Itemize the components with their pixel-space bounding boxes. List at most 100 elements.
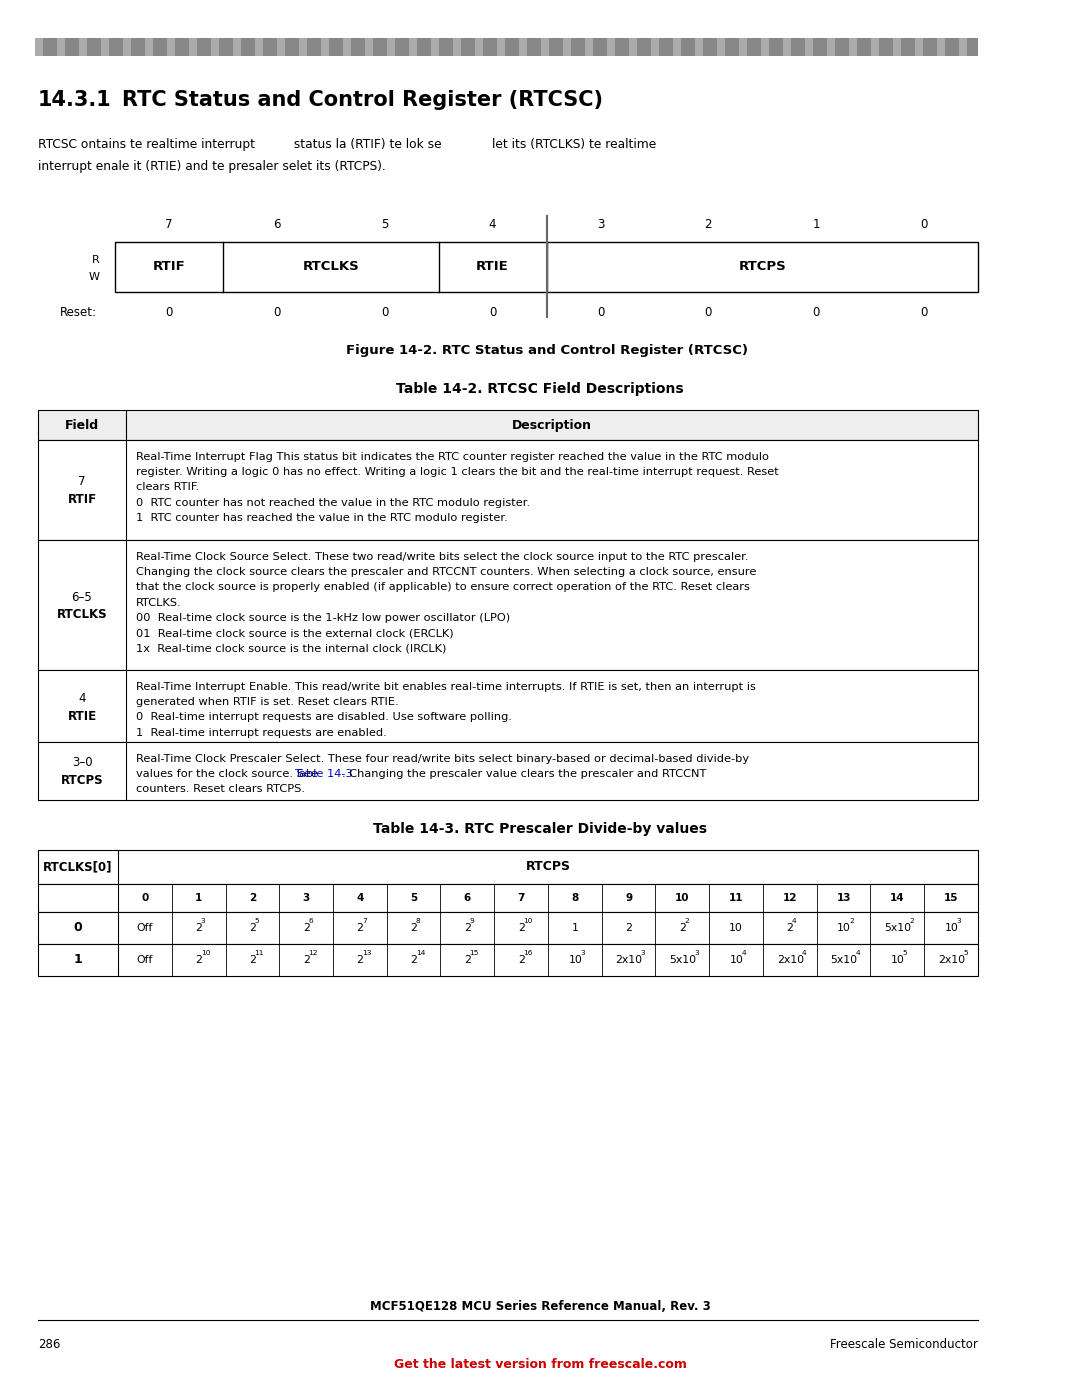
Text: 2: 2	[410, 923, 417, 933]
Text: 2: 2	[356, 923, 364, 933]
Text: Description: Description	[512, 419, 592, 432]
Bar	[276, 38, 285, 56]
Text: Field: Field	[65, 419, 99, 432]
Text: 2: 2	[464, 956, 471, 965]
Bar	[519, 38, 527, 56]
Text: 6: 6	[309, 918, 313, 923]
Text: clears RTIF.: clears RTIF.	[136, 482, 199, 492]
Text: 2: 2	[302, 923, 310, 933]
Bar	[343, 38, 351, 56]
Bar	[189, 38, 197, 56]
Text: 8: 8	[416, 918, 420, 923]
Text: 2: 2	[195, 923, 202, 933]
Text: 2: 2	[625, 923, 632, 933]
Text: register. Writing a logic 0 has no effect. Writing a logic 1 clears the bit and : register. Writing a logic 0 has no effec…	[136, 467, 779, 478]
Text: RTCLKS: RTCLKS	[302, 260, 360, 274]
Bar	[387, 38, 395, 56]
Text: 0: 0	[597, 306, 604, 319]
Text: 10: 10	[568, 956, 582, 965]
Text: Off: Off	[137, 923, 153, 933]
Text: MCF51QE128 MCU Series Reference Manual, Rev. 3: MCF51QE128 MCU Series Reference Manual, …	[369, 1301, 711, 1313]
Bar	[673, 38, 681, 56]
Bar	[563, 38, 571, 56]
Text: 7: 7	[165, 218, 173, 231]
Bar	[937, 38, 945, 56]
Bar	[38, 742, 978, 800]
Bar	[299, 38, 307, 56]
Text: 15: 15	[470, 950, 480, 956]
Text: RTCLKS.: RTCLKS.	[136, 598, 181, 608]
Text: 14: 14	[890, 893, 905, 902]
Text: that the clock source is properly enabled (if applicable) to ensure correct oper: that the clock source is properly enable…	[136, 583, 750, 592]
Text: 3: 3	[694, 950, 699, 956]
Bar	[38, 440, 978, 541]
Bar	[167, 38, 175, 56]
Bar	[805, 38, 813, 56]
Text: 3: 3	[302, 893, 310, 902]
Text: 2: 2	[195, 956, 202, 965]
Text: 0  Real-time interrupt requests are disabled. Use software polling.: 0 Real-time interrupt requests are disab…	[136, 712, 512, 722]
Text: 4: 4	[489, 218, 497, 231]
Bar	[497, 38, 505, 56]
Text: 5x10: 5x10	[670, 956, 697, 965]
Text: 6: 6	[463, 893, 471, 902]
Bar	[453, 38, 461, 56]
Text: 0: 0	[812, 306, 820, 319]
Text: 13: 13	[362, 950, 372, 956]
Text: 7: 7	[362, 918, 367, 923]
Text: 0: 0	[920, 218, 928, 231]
Text: Real-Time Clock Prescaler Select. These four read/write bits select binary-based: Real-Time Clock Prescaler Select. These …	[136, 754, 750, 764]
Text: 3: 3	[640, 950, 645, 956]
Text: 8: 8	[571, 893, 579, 902]
Text: 2x10: 2x10	[777, 956, 804, 965]
Bar	[870, 38, 879, 56]
Text: 0  RTC counter has not reached the value in the RTC modulo register.: 0 RTC counter has not reached the value …	[136, 497, 530, 507]
Text: 1x  Real-time clock source is the internal clock (IRCLK): 1x Real-time clock source is the interna…	[136, 643, 446, 654]
Text: 4: 4	[78, 692, 85, 704]
Text: 1  Real-time interrupt requests are enabled.: 1 Real-time interrupt requests are enabl…	[136, 728, 387, 738]
Text: RTCLKS[0]: RTCLKS[0]	[43, 861, 112, 873]
Bar	[102, 38, 109, 56]
Text: 0: 0	[920, 306, 928, 319]
Text: 2: 2	[849, 918, 854, 923]
Bar	[38, 884, 978, 912]
Text: 4: 4	[801, 950, 807, 956]
Bar	[123, 38, 131, 56]
Bar	[541, 38, 549, 56]
Text: RTCPS: RTCPS	[739, 260, 786, 274]
Text: 5: 5	[410, 893, 417, 902]
Bar	[761, 38, 769, 56]
Text: 10: 10	[945, 923, 959, 933]
Text: 2: 2	[685, 918, 689, 923]
Text: 15: 15	[944, 893, 958, 902]
Text: 1: 1	[73, 954, 82, 967]
Text: 9: 9	[470, 918, 474, 923]
Text: RTIE: RTIE	[67, 710, 96, 722]
Text: 2: 2	[786, 923, 794, 933]
Text: RTIF: RTIF	[67, 493, 96, 507]
Text: Real-Time Clock Source Select. These two read/write bits select the clock source: Real-Time Clock Source Select. These two…	[136, 552, 748, 562]
Text: 0: 0	[381, 306, 389, 319]
Text: 2: 2	[679, 923, 686, 933]
Bar	[38, 409, 978, 440]
Text: 5: 5	[963, 950, 968, 956]
Text: 0: 0	[704, 306, 712, 319]
Bar	[893, 38, 901, 56]
Text: 2: 2	[464, 923, 471, 933]
Text: Figure 14-2. RTC Status and Control Register (RTCSC): Figure 14-2. RTC Status and Control Regi…	[346, 344, 747, 358]
Bar	[38, 912, 978, 944]
Bar	[607, 38, 615, 56]
Text: RTCPS: RTCPS	[526, 861, 570, 873]
Bar	[585, 38, 593, 56]
Bar	[431, 38, 438, 56]
Text: 10: 10	[730, 956, 743, 965]
Text: 13: 13	[836, 893, 851, 902]
Bar	[629, 38, 637, 56]
Bar	[651, 38, 659, 56]
Bar	[35, 38, 43, 56]
Bar	[114, 242, 978, 292]
Bar	[38, 541, 978, 671]
Text: 6: 6	[273, 218, 281, 231]
Text: counters. Reset clears RTCPS.: counters. Reset clears RTCPS.	[136, 784, 305, 795]
Text: 3: 3	[597, 218, 604, 231]
